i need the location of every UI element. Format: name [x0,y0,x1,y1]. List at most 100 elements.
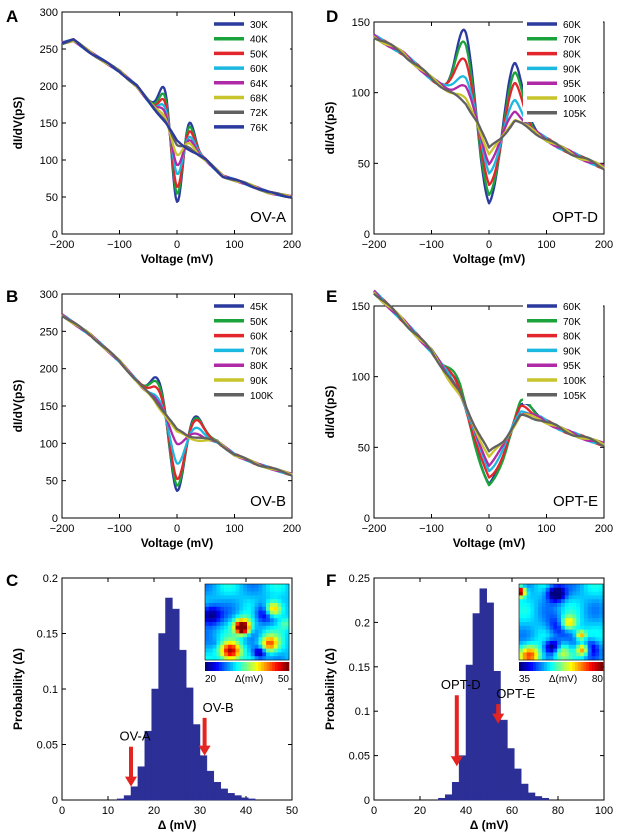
series-line-100K [61,314,293,477]
inset-gap-map-cell [250,629,255,634]
inset-gap-map-cell [572,584,577,589]
inset-gap-map-cell [269,622,275,627]
inset-gap-map-cell [534,614,539,619]
red-arrow-head [450,756,463,767]
inset-gap-map-cell [231,652,236,657]
inset-gap-map-cell [235,637,240,642]
inset-gap-map-cell [576,584,581,589]
inset-gap-map-cell [250,618,255,623]
x-tick-label: 100 [595,805,613,817]
inset-gap-map-cell [247,599,252,604]
inset-gap-map-cell [541,603,547,608]
inset-gap-map-cell [580,652,585,657]
inset-gap-map-cell [227,625,233,630]
inset-gap-map-cell [522,652,527,657]
inset-gap-map-cell [564,614,569,619]
inset-gap-map-cell [205,606,210,611]
histogram-bar [507,748,515,801]
inset-gap-map-cell [538,656,543,661]
inset-gap-map-cell [583,603,589,608]
inset-gap-map-cell [254,587,259,592]
inset-gap-map-cell [595,652,600,657]
inset-gap-map-cell [595,584,600,589]
inset-gap-map-cell [530,603,535,608]
y-axis-title: dI/dV(pS) [323,386,337,439]
inset-gap-map-cell [587,622,592,627]
inset-gap-map-cell [262,618,267,623]
colorbar-unit-label: Δ(mV) [549,674,577,685]
inset-gap-map-cell [227,633,233,638]
inset-gap-map-cell [564,610,569,615]
inset-gap-map-cell [538,614,543,619]
inset-gap-map-cell [269,591,275,596]
inset-gap-map-cell [530,644,535,649]
inset-gap-map-cell [262,656,267,661]
inset-gap-map-cell [526,587,531,592]
inset-gap-map-cell [258,644,263,649]
histogram-bar [514,768,522,801]
inset-gap-map-cell [591,656,596,661]
x-tick-label: 50 [286,805,298,817]
inset-gap-map-cell [277,584,282,589]
colorbar-segment [255,662,259,671]
inset-gap-map-cell [216,641,221,646]
inset-gap-map-cell [549,633,554,638]
inset-gap-map-cell [212,584,217,589]
histogram-bar [486,602,494,801]
inset-gap-map-cell [250,591,255,596]
inset-gap-map-cell [250,603,255,608]
inset-gap-map-cell [526,584,531,589]
inset-gap-map-cell [239,633,244,638]
inset-gap-map-cell [545,644,550,649]
legend-label: 60K [250,64,268,75]
inset-gap-map-cell [208,644,213,649]
inset-gap-map-cell [538,629,543,634]
inset-gap-map-cell [216,599,221,604]
inset-gap-map-cell [599,652,604,657]
inset-gap-map-cell [591,648,596,653]
inset-gap-map-cell [572,595,577,600]
colorbar-segment [580,662,584,671]
inset-gap-map-cell [235,599,240,604]
inset-gap-map-cell [587,644,592,649]
inset-gap-map-cell [220,633,225,638]
inset-gap-map-cell [281,591,286,596]
colorbar-segment [563,662,567,671]
inset-gap-map-cell [553,603,558,608]
inset-gap-map-cell [526,614,531,619]
panel-label-e: E [326,287,337,306]
histogram-bar [165,597,173,801]
inset-gap-map-cell [243,587,248,592]
inset-gap-map-cell [269,610,275,615]
inset-gap-map-cell [208,606,213,611]
inset-gap-map-cell [224,633,229,638]
inset-gap-map-cell [576,595,581,600]
inset-gap-map-cell [553,629,558,634]
inset-gap-map-cell [564,652,569,657]
inset-gap-map-cell [522,625,527,630]
inset-gap-map-cell [526,633,531,638]
colorbar-segment [577,662,581,671]
inset-gap-map-cell [576,610,581,615]
colorbar-segment [572,662,576,671]
inset-gap-map-cell [254,595,259,600]
colorbar-segment [544,662,548,671]
inset-gap-map-cell [572,606,577,611]
legend-label: 100K [250,391,274,402]
inset-gap-map-cell [224,587,229,592]
histogram-bar [520,783,529,801]
inset-gap-map-cell [595,603,600,608]
inset-gap-map-cell [205,584,210,589]
inset-gap-map-cell [549,637,554,642]
inset-gap-map-cell [564,622,569,627]
inset-gap-map-cell [258,603,263,608]
inset-gap-map-cell [281,606,286,611]
inset-gap-map-cell [564,656,569,661]
legend-label: 70K [563,35,581,46]
y-tick-label: 0.05 [349,751,370,763]
inset-gap-map-cell [212,591,217,596]
inset-gap-map-cell [239,603,244,608]
inset-gap-map-cell [561,591,566,596]
inset-gap-map-cell [534,603,539,608]
inset-gap-map-cell [557,595,562,600]
